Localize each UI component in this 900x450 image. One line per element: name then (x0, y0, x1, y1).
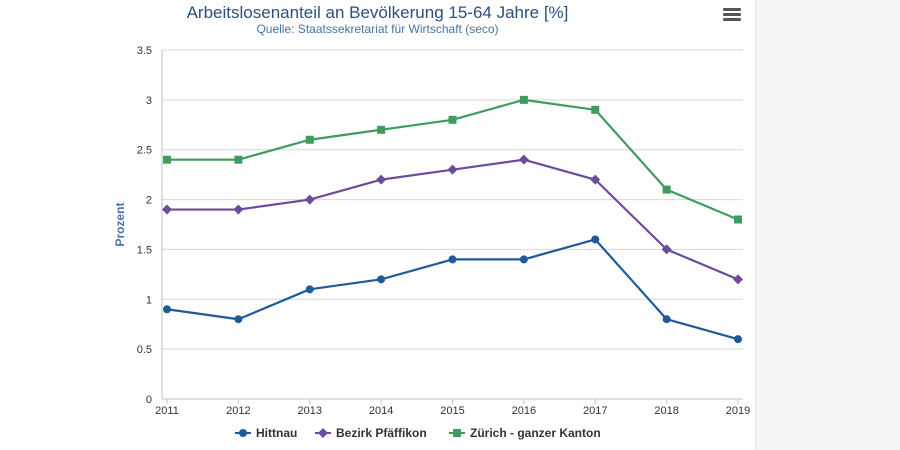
legend-marker (318, 428, 328, 438)
line-chart: 0 0.5 1 1.5 2 2.5 3 3.5 2011 2012 2013 2014 2015 2016… (113, 45, 750, 440)
x-tick-label: 2011 (155, 405, 179, 417)
data-point (591, 105, 600, 114)
x-tick-label: 2016 (512, 405, 536, 417)
chart-subtitle: Quelle: Staatssekretariat für Wirtschaft… (256, 22, 499, 36)
legend-marker (239, 429, 247, 437)
y-tick-label: 3.5 (137, 45, 152, 57)
data-point (448, 115, 457, 124)
y-tick-label: 0 (146, 394, 152, 406)
data-point (163, 305, 171, 314)
data-point (591, 235, 600, 244)
y-tick-label: 2 (146, 195, 152, 207)
x-tick-label: 2017 (583, 405, 607, 417)
data-point (518, 154, 529, 165)
legend-item-label: Zürich - ganzer Kanton (470, 426, 601, 440)
legend-item-label: Hittnau (256, 426, 297, 440)
data-point (519, 255, 528, 264)
x-tick-label: 2015 (440, 405, 464, 417)
x-tick-label: 2012 (226, 405, 250, 417)
legend-marker (453, 429, 461, 437)
x-tick-label: 2018 (654, 405, 678, 417)
data-point (305, 135, 314, 144)
data-point (734, 335, 742, 344)
data-point (448, 255, 457, 264)
hamburger-menu-icon[interactable] (721, 6, 743, 24)
x-tick-label: 2014 (369, 405, 393, 417)
data-point (590, 174, 601, 185)
chart-container: Arbeitslosenanteil an Bevölkerung 15-64 … (113, 3, 751, 440)
data-point (376, 174, 387, 185)
data-point (163, 155, 171, 164)
data-point (233, 204, 244, 215)
data-point (234, 155, 243, 164)
data-point (519, 95, 528, 104)
data-point (661, 244, 672, 255)
data-point (662, 185, 671, 194)
data-point (734, 215, 742, 224)
y-tick-label: 0.5 (137, 344, 152, 356)
series-line-0 (166, 238, 739, 341)
data-point (305, 285, 314, 294)
y-tick-label: 2.5 (137, 145, 152, 157)
y-tick-label: 1.5 (137, 244, 152, 256)
page-side-panel (755, 0, 900, 450)
data-point (447, 164, 458, 175)
data-point (377, 125, 386, 134)
x-tick-label: 2019 (726, 405, 750, 417)
y-axis-title: Prozent (113, 202, 127, 246)
data-point (662, 315, 671, 324)
data-point (304, 194, 315, 205)
data-point (234, 315, 243, 324)
data-point (733, 274, 743, 285)
data-point (162, 204, 172, 215)
x-tick-label: 2013 (298, 405, 322, 417)
chart-title: Arbeitslosenanteil an Bevölkerung 15-64 … (186, 3, 569, 22)
y-tick-label: 1 (146, 294, 152, 306)
legend-item-label: Bezirk Pfäffikon (336, 426, 427, 440)
y-tick-label: 3 (146, 95, 152, 107)
data-point (377, 275, 386, 284)
